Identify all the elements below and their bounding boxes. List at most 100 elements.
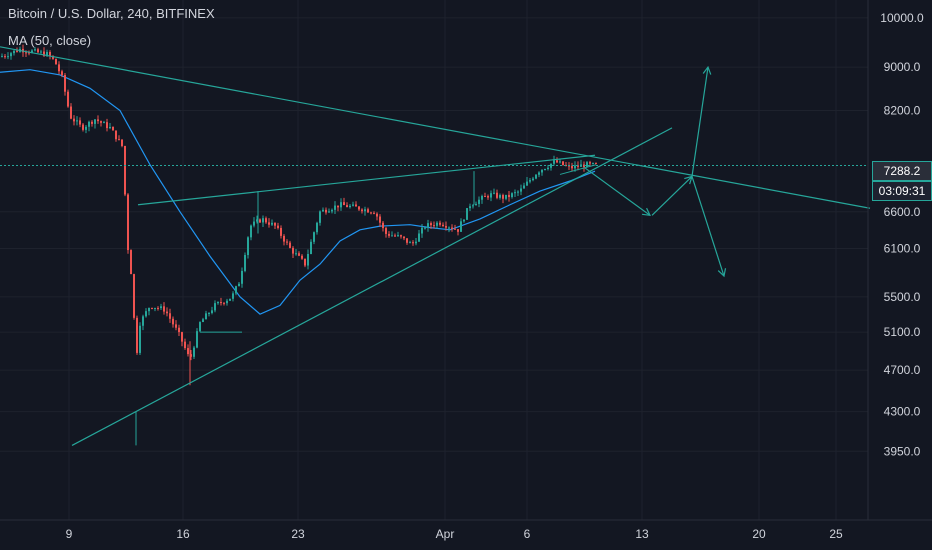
projection-arrow: [691, 176, 725, 277]
candle-body: [439, 222, 441, 225]
candle-body: [271, 222, 273, 225]
candle-body: [331, 209, 333, 212]
candle-body: [451, 227, 453, 229]
candle-body: [223, 302, 225, 304]
candle-body: [334, 205, 336, 210]
candle-body: [394, 235, 396, 237]
candle-body: [559, 161, 561, 163]
candle-body: [403, 236, 405, 239]
candle-body: [115, 130, 117, 140]
candle-body: [589, 162, 591, 164]
trendlines-layer: [0, 46, 871, 446]
candle-body: [55, 58, 57, 65]
candle-body: [97, 119, 99, 122]
current-price-tag: 7288.2: [872, 161, 932, 181]
candle-body: [283, 235, 285, 242]
y-tick-label: 4700.0: [884, 363, 921, 377]
candle-body: [337, 205, 339, 208]
price-axis[interactable]: 3950.0 4300.0 4700.0 5100.0 5500.0 6100.0 6600…: [880, 11, 924, 458]
candle-body: [427, 223, 429, 228]
candle-body: [103, 122, 105, 124]
candle-body: [124, 145, 126, 195]
candle-body: [76, 120, 78, 122]
candle-body: [130, 250, 132, 275]
candle-body: [49, 51, 51, 56]
candle-body: [163, 306, 165, 312]
candle-body: [307, 254, 309, 266]
candle-body: [538, 172, 540, 175]
candle-body: [88, 121, 90, 127]
candle-body: [346, 205, 348, 208]
candle-body: [280, 227, 282, 236]
candle-body: [490, 193, 492, 198]
arrow-head: [702, 65, 712, 75]
candle-body: [133, 274, 135, 318]
projection-arrow: [651, 175, 693, 216]
candle-body: [10, 53, 12, 57]
indicator-label[interactable]: MA (50, close): [8, 33, 92, 48]
candle-body: [31, 50, 33, 53]
candle-body: [556, 160, 558, 163]
candle-body: [355, 204, 357, 207]
candle-body: [61, 71, 63, 76]
trendline: [71, 127, 673, 446]
candle-body: [226, 300, 228, 304]
candle-body: [16, 50, 18, 52]
candle-body: [172, 318, 174, 325]
candle-body: [190, 354, 192, 357]
candle-body: [145, 311, 147, 317]
candle-body: [388, 233, 390, 236]
candle-body: [202, 319, 204, 323]
candle-body: [67, 91, 69, 107]
candle-body: [28, 52, 30, 54]
candle-body: [25, 52, 27, 54]
candle-body: [151, 307, 153, 309]
candle-body: [259, 219, 261, 223]
candle-body: [220, 302, 222, 304]
candle-body: [475, 203, 477, 206]
candle-body: [400, 235, 402, 237]
candle-body: [397, 235, 399, 237]
trendline: [0, 46, 871, 209]
y-tick-label: 8200.0: [884, 104, 921, 118]
candle-body: [142, 316, 144, 326]
candle-body: [187, 348, 189, 355]
candle-body: [184, 341, 186, 349]
candle-body: [592, 162, 594, 164]
candle-body: [406, 238, 408, 243]
x-tick-label: Apr: [436, 527, 455, 541]
candle-body: [277, 225, 279, 228]
x-tick-label: 6: [524, 527, 531, 541]
candle-body: [37, 49, 39, 53]
projection-arrows-layer: [584, 65, 727, 278]
x-tick-label: 9: [66, 527, 73, 541]
candle-body: [238, 283, 240, 287]
candle-body: [46, 51, 48, 56]
candle-body: [196, 331, 198, 348]
candle-body: [127, 194, 129, 251]
candle-body: [364, 209, 366, 212]
candle-body: [235, 286, 237, 294]
candle-body: [91, 121, 93, 124]
candle-body: [211, 310, 213, 313]
candle-body: [40, 51, 42, 53]
candle-body: [178, 327, 180, 333]
candle-body: [487, 196, 489, 198]
time-axis[interactable]: 9 16 23 Apr 6 13 20 25: [66, 527, 843, 541]
candle-body: [352, 204, 354, 206]
candle-body: [520, 188, 522, 192]
candle-body: [526, 181, 528, 186]
candle-body: [154, 307, 156, 309]
candle-body: [493, 192, 495, 194]
candle-body: [532, 178, 534, 181]
candle-body: [274, 222, 276, 226]
candle-body: [349, 205, 351, 208]
candle-body: [199, 322, 201, 332]
candle-body: [256, 219, 258, 222]
candle-body: [454, 228, 456, 230]
candle-body: [70, 106, 72, 119]
candle-body: [292, 247, 294, 254]
candle-body: [535, 174, 537, 179]
candle-body: [472, 205, 474, 207]
